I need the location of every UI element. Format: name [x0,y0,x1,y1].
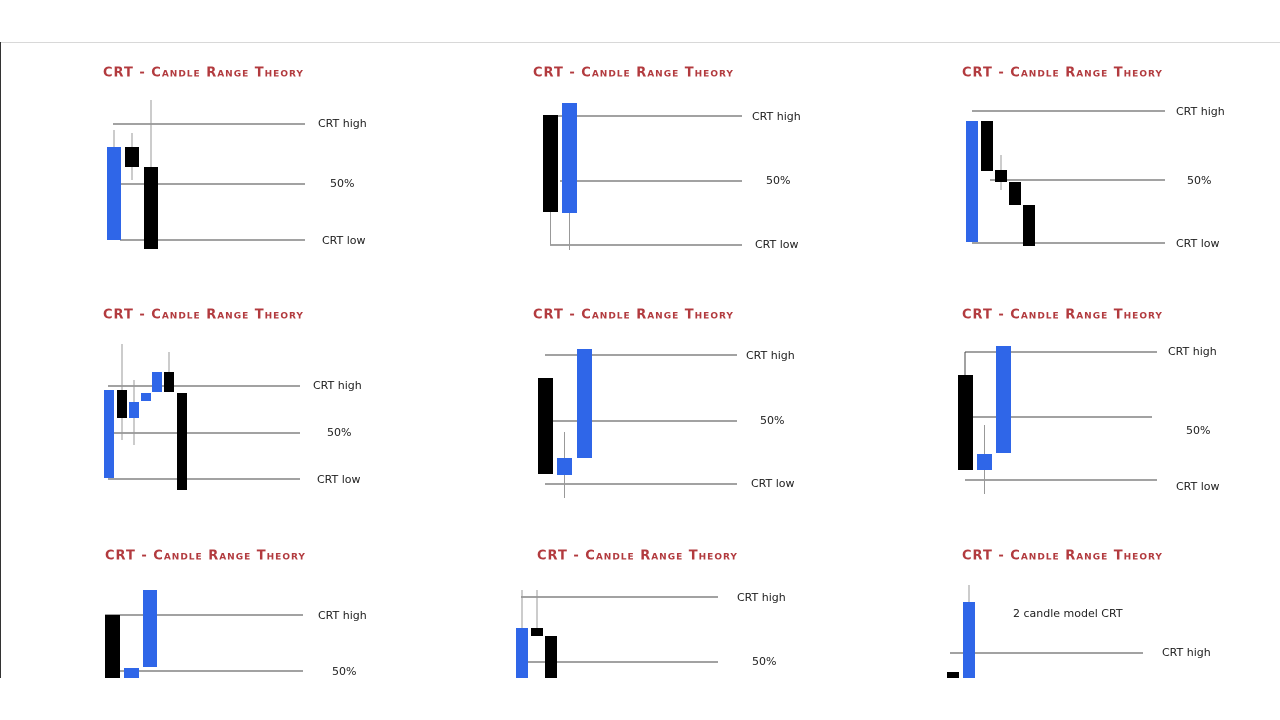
note: 2 candle model CRT [1013,607,1123,620]
panel-title: CRT - Candle Range Theory [533,308,734,323]
level-label: CRT low [751,477,795,490]
candle [947,672,959,678]
candle [543,115,558,212]
level-label: CRT high [318,609,367,622]
level-label: CRT high [746,349,795,362]
candle [104,390,114,478]
candle [143,590,157,667]
level-label: CRT low [322,234,366,247]
level-label: CRT low [755,238,799,251]
level-label: CRT high [318,117,367,130]
candle [981,121,993,171]
level-label: CRT low [317,473,361,486]
candle [963,602,975,678]
level-label: 50% [752,655,776,668]
panel-title: CRT - Candle Range Theory [105,549,306,564]
candle [996,346,1011,453]
level-label: 50% [332,665,356,678]
level-label: 50% [327,426,351,439]
candle [1023,205,1035,246]
level-label: CRT high [752,110,801,123]
level-label: 50% [1187,174,1211,187]
candle [531,628,543,636]
candle [1009,182,1021,205]
candle [129,402,139,418]
panel-title: CRT - Candle Range Theory [533,66,734,81]
level-label: 50% [1186,424,1210,437]
candle [141,393,151,401]
candle [995,170,1007,182]
level-label: CRT high [313,379,362,392]
candle [105,615,120,678]
level-label: 50% [330,177,354,190]
candle [152,372,162,392]
level-label: CRT low [1176,237,1220,250]
candle [177,393,187,490]
candle [125,147,139,167]
level-label: CRT high [737,591,786,604]
level-label: 50% [766,174,790,187]
candle [966,121,978,242]
candle [124,668,139,678]
candle [545,636,557,678]
panel-title: CRT - Candle Range Theory [962,308,1163,323]
candle [562,103,577,213]
panel-title: CRT - Candle Range Theory [103,66,304,81]
candle [117,390,127,418]
candle [557,458,572,475]
level-label: CRT low [1176,480,1220,493]
candle [958,375,973,470]
candle [538,378,553,474]
candle [516,628,528,678]
candle [144,167,158,249]
candle [977,454,992,470]
level-label: CRT high [1176,105,1225,118]
level-label: CRT high [1162,646,1211,659]
panel-title: CRT - Candle Range Theory [962,549,1163,564]
candle [107,147,121,240]
candle [577,349,592,458]
panel-title: CRT - Candle Range Theory [962,66,1163,81]
diagram-image: CRT - Candle Range Theory CRT high 50% CRT … [103,66,1225,678]
panel-title: CRT - Candle Range Theory [537,549,738,564]
candle [164,372,174,392]
panel-title: CRT - Candle Range Theory [103,308,304,323]
level-label: 50% [760,414,784,427]
level-label: CRT high [1168,345,1217,358]
